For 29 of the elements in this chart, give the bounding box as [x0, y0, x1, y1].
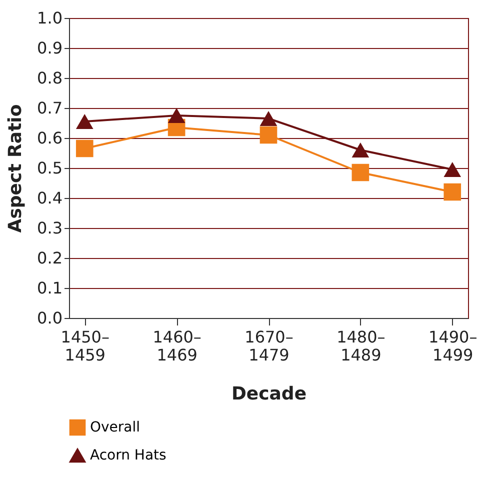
x-tick-label: 1490–1499: [428, 328, 478, 364]
x-tick-label: 1460–1469: [152, 328, 202, 364]
y-tick-label: 0.3: [37, 218, 62, 238]
y-tick-label: 0.8: [37, 68, 62, 88]
point: [444, 183, 462, 201]
point: [260, 126, 278, 144]
point: [76, 114, 94, 129]
y-tick-label: 0.6: [37, 128, 62, 148]
x-tick-label: 1670–1479: [244, 328, 294, 364]
point: [352, 164, 370, 182]
x-axis-title: Decade: [231, 384, 307, 404]
y-tick-label: 1.0: [37, 8, 62, 28]
point: [76, 140, 94, 158]
y-tick-label: 0.4: [37, 188, 62, 208]
point: [260, 111, 278, 126]
x-tick-label: 1480–1489: [336, 328, 386, 364]
point: [444, 162, 462, 177]
y-axis-title: Aspect Ratio: [5, 104, 26, 233]
y-tick-label: 0.9: [37, 38, 62, 58]
x-tick-label: 1450–1459: [60, 328, 110, 364]
point: [168, 108, 186, 123]
legend-label: Acorn Hats: [90, 448, 166, 464]
y-tick-label: 0.7: [37, 98, 62, 118]
y-tick-label: 0.1: [37, 278, 62, 298]
y-tick-label: 0.2: [37, 248, 62, 268]
y-tick-label: 0.0: [37, 308, 62, 328]
y-tick-label: 0.5: [37, 158, 62, 178]
legend-label: Overall: [90, 420, 140, 436]
point: [352, 142, 370, 158]
